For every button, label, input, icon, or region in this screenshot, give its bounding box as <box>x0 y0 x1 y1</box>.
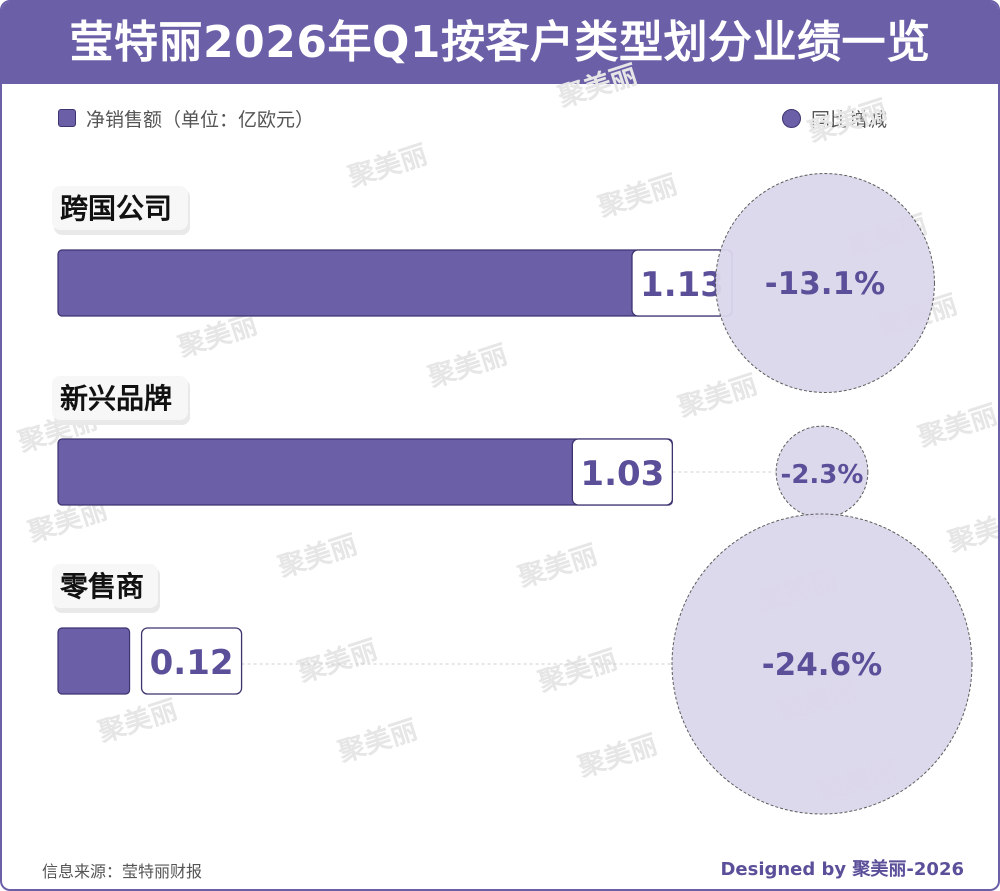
watermark-text: 聚美丽 <box>93 693 181 749</box>
watermark-text: 聚美丽 <box>273 528 361 584</box>
change-label: -2.3% <box>781 460 864 490</box>
category-label-bg <box>52 564 158 608</box>
category-label: 跨国公司 <box>60 192 172 225</box>
category-label-bg <box>52 376 188 420</box>
watermark-text: 聚美丽 <box>343 138 431 194</box>
designer-credit: Designed by 聚美丽-2026 <box>720 859 964 880</box>
sales-bar <box>57 627 131 695</box>
watermark-text: 聚美丽 <box>593 168 681 224</box>
value-label: 1.03 <box>580 454 664 494</box>
value-label: 1.13 <box>640 265 724 305</box>
watermark-text: 聚美丽 <box>943 503 998 559</box>
legend-circle-swatch <box>782 108 801 128</box>
category-label-bg <box>52 186 188 230</box>
value-label-box <box>140 627 243 695</box>
watermark-text: 聚美丽 <box>673 368 761 424</box>
watermark-text: 聚美丽 <box>533 643 621 699</box>
value-label-box <box>571 438 674 506</box>
watermark-text: 聚美丽 <box>913 398 998 454</box>
legend-change: 同比增减 <box>782 105 887 131</box>
change-circle <box>715 173 935 393</box>
change-label: -13.1% <box>765 266 885 302</box>
title-bar: 莹特丽2026年Q1按客户类型划分业绩一览 <box>2 2 998 84</box>
category-label: 零售商 <box>60 570 144 603</box>
sales-bar <box>57 249 733 317</box>
watermark-text: 聚美丽 <box>333 713 421 769</box>
watermark-text: 聚美丽 <box>803 93 891 149</box>
watermark-text: 聚美丽 <box>423 338 511 394</box>
source-note: 信息来源：莹特丽财报 <box>42 862 203 881</box>
watermark-text: 聚美丽 <box>513 538 601 594</box>
legend-sales: 净销售额（单位：亿欧元） <box>58 105 314 131</box>
change-label: -24.6% <box>762 647 882 683</box>
watermark-text: 聚美丽 <box>553 58 641 114</box>
watermark-text: 聚美丽 <box>573 728 661 784</box>
change-circle <box>671 513 973 815</box>
page-title: 莹特丽2026年Q1按客户类型划分业绩一览 <box>69 17 931 68</box>
watermark-text: 聚美丽 <box>293 633 381 689</box>
category-label: 新兴品牌 <box>60 382 172 415</box>
value-label: 0.12 <box>150 643 234 683</box>
legend-change-label: 同比增减 <box>811 108 888 131</box>
legend-sales-label: 净销售额（单位：亿欧元） <box>86 108 315 131</box>
legend-square-swatch <box>58 109 76 127</box>
